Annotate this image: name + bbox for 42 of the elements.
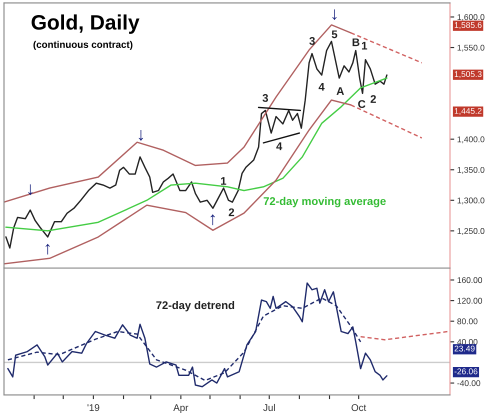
annotation: 72-day moving average <box>264 196 386 208</box>
annotation: ↑ <box>46 244 50 255</box>
y-tick-label: 1,600.0 <box>458 14 484 22</box>
text: -26.06 <box>454 368 478 374</box>
annotation: ↓ <box>138 130 144 141</box>
x-tick-label: '19 <box>88 404 100 412</box>
annotation: 2 <box>228 208 234 216</box>
y-tick-label: 1,350.0 <box>458 166 484 174</box>
annotation: 2 <box>370 95 376 103</box>
annotation: A <box>336 87 344 95</box>
annotation: ↓ <box>332 9 337 20</box>
y-tick-label: 1,400.0 <box>458 136 484 144</box>
y-tick-label: -40.00 <box>457 380 480 386</box>
text: 1,505.3 <box>454 71 482 78</box>
x-tick-label: Jul <box>263 404 275 412</box>
y-tick-label: 1,550.0 <box>458 44 484 52</box>
text: (continuous contract) <box>33 40 132 50</box>
line-series <box>7 282 388 388</box>
line-series <box>5 77 388 232</box>
text: 1,585.6 <box>454 22 482 29</box>
text: 23.49 <box>454 346 475 352</box>
text: 1,445.2 <box>454 108 482 115</box>
annotation: C <box>358 100 366 108</box>
annotation: 3 <box>309 37 315 45</box>
y-tick-label: 160.00 <box>458 277 482 284</box>
annotation: 5 <box>332 30 338 38</box>
y-tick-label: 80.00 <box>457 318 478 324</box>
annotation: B <box>352 38 360 46</box>
y-tick-label: 120.00 <box>458 298 482 304</box>
annotation: 1 <box>362 42 368 50</box>
annotation: ↓ <box>28 184 32 196</box>
text: Gold, Daily <box>32 14 140 34</box>
x-tick-label: Oct <box>352 404 366 412</box>
annotation: 72-day detrend <box>156 300 234 312</box>
annotation: 4 <box>276 142 282 150</box>
annotation: ↑ <box>210 214 215 226</box>
y-tick-label: 1,300.0 <box>458 198 484 204</box>
x-tick-label: Apr <box>173 404 188 413</box>
annotation: 3 <box>262 94 268 102</box>
y-tick-label: 1,250.0 <box>458 228 484 235</box>
annotation: 1 <box>221 177 226 185</box>
annotation: 4 <box>318 83 325 91</box>
